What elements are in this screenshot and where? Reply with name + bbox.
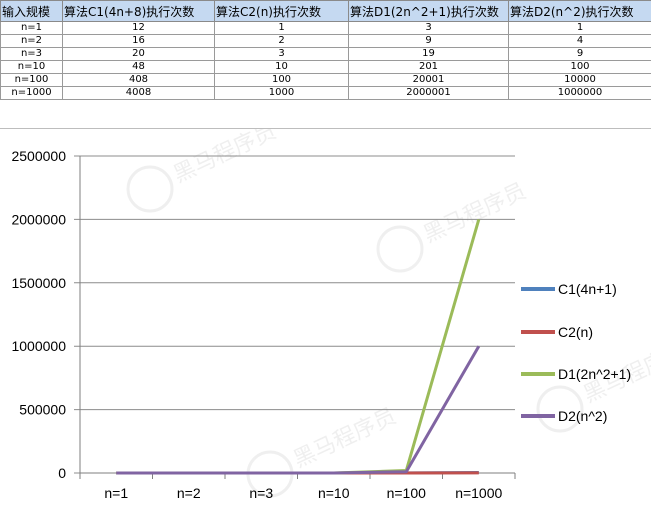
y-tick-label: 0 bbox=[58, 465, 66, 481]
legend-label: D2(n^2) bbox=[558, 408, 607, 424]
table-row: n=10 48 10 201 100 bbox=[1, 61, 651, 74]
watermark: 黑马程序员 bbox=[378, 178, 530, 271]
table-cell[interactable]: 9 bbox=[349, 35, 509, 48]
y-tick-label: 1000000 bbox=[11, 338, 66, 354]
legend-item[interactable]: C1(4n+1) bbox=[521, 281, 617, 297]
x-tick-label: n=10 bbox=[318, 485, 350, 501]
x-tick-label: n=100 bbox=[387, 485, 427, 501]
table-cell[interactable]: 100 bbox=[509, 61, 651, 74]
axis-labels: 0 500000 1000000 1500000 2000000 2500000 n=1 n=… bbox=[11, 148, 502, 501]
table-cell[interactable]: 10 bbox=[215, 61, 349, 74]
table-row: n=1000 4008 1000 2000001 1000000 bbox=[1, 87, 651, 100]
legend-item[interactable]: D2(n^2) bbox=[521, 408, 607, 424]
table-cell[interactable]: 1000 bbox=[215, 87, 349, 100]
watermark: 黑马程序员 bbox=[248, 403, 400, 496]
table-cell[interactable]: 9 bbox=[509, 48, 651, 61]
table-cell[interactable]: n=1000 bbox=[1, 87, 63, 100]
table-cell[interactable]: 408 bbox=[63, 74, 215, 87]
header-cell[interactable]: 算法C2(n)执行次数 bbox=[215, 1, 349, 22]
table-cell[interactable]: 3 bbox=[215, 48, 349, 61]
x-tick-label: n=2 bbox=[177, 485, 201, 501]
table-cell[interactable]: n=1 bbox=[1, 22, 63, 35]
table-cell[interactable]: n=100 bbox=[1, 74, 63, 87]
gridlines bbox=[74, 156, 515, 473]
table-cell[interactable]: 12 bbox=[63, 22, 215, 35]
legend-label: C2(n) bbox=[558, 324, 593, 340]
table-cell[interactable]: 4 bbox=[509, 35, 651, 48]
legend-label: D1(2n^2+1) bbox=[558, 366, 631, 382]
y-tick-label: 2500000 bbox=[11, 148, 66, 164]
y-tick-label: 500000 bbox=[19, 402, 66, 418]
table-cell[interactable]: n=2 bbox=[1, 35, 63, 48]
y-tick-label: 1500000 bbox=[11, 275, 66, 291]
x-tick-label: n=1 bbox=[104, 485, 128, 501]
header-cell[interactable]: 算法D2(n^2)执行次数 bbox=[509, 1, 651, 22]
table-cell[interactable]: 100 bbox=[215, 74, 349, 87]
legend-label: C1(4n+1) bbox=[558, 281, 617, 297]
table-cell[interactable]: 10000 bbox=[509, 74, 651, 87]
watermark: 黑马程序员 bbox=[128, 129, 280, 211]
table-cell[interactable]: 16 bbox=[63, 35, 215, 48]
table-row: n=1 12 1 3 1 bbox=[1, 22, 651, 35]
svg-text:黑马程序员: 黑马程序员 bbox=[289, 403, 399, 472]
header-cell[interactable]: 算法C1(4n+8)执行次数 bbox=[63, 1, 215, 22]
table-cell[interactable]: 2000001 bbox=[349, 87, 509, 100]
table-header-row: 输入规模 算法C1(4n+8)执行次数 算法C2(n)执行次数 算法D1(2n^… bbox=[1, 1, 651, 22]
legend-item[interactable]: C2(n) bbox=[521, 324, 593, 340]
table-cell[interactable]: 201 bbox=[349, 61, 509, 74]
data-table: 输入规模 算法C1(4n+8)执行次数 算法C2(n)执行次数 算法D1(2n^… bbox=[0, 0, 651, 100]
x-tick-label: n=3 bbox=[249, 485, 273, 501]
table-cell[interactable]: 3 bbox=[349, 22, 509, 35]
table-row: n=3 20 3 19 9 bbox=[1, 48, 651, 61]
table-cell[interactable]: 48 bbox=[63, 61, 215, 74]
y-tick-label: 2000000 bbox=[11, 211, 66, 227]
legend-item[interactable]: D1(2n^2+1) bbox=[521, 366, 631, 382]
table-cell[interactable]: 20 bbox=[63, 48, 215, 61]
svg-text:黑马程序员: 黑马程序员 bbox=[169, 129, 279, 187]
table-row: n=100 408 100 20001 10000 bbox=[1, 74, 651, 87]
header-cell[interactable]: 算法D1(2n^2+1)执行次数 bbox=[349, 1, 509, 22]
table-cell[interactable]: 1000000 bbox=[509, 87, 651, 100]
header-cell[interactable]: 输入规模 bbox=[1, 1, 63, 22]
table-row: n=2 16 2 9 4 bbox=[1, 35, 651, 48]
table-cell[interactable]: 20001 bbox=[349, 74, 509, 87]
table-cell[interactable]: 2 bbox=[215, 35, 349, 48]
table-cell[interactable]: 1 bbox=[509, 22, 651, 35]
table-cell[interactable]: 1 bbox=[215, 22, 349, 35]
x-tick-label: n=1000 bbox=[455, 485, 502, 501]
table-cell[interactable]: n=10 bbox=[1, 61, 63, 74]
table-cell[interactable]: n=3 bbox=[1, 48, 63, 61]
table-cell[interactable]: 19 bbox=[349, 48, 509, 61]
table-cell[interactable]: 4008 bbox=[63, 87, 215, 100]
